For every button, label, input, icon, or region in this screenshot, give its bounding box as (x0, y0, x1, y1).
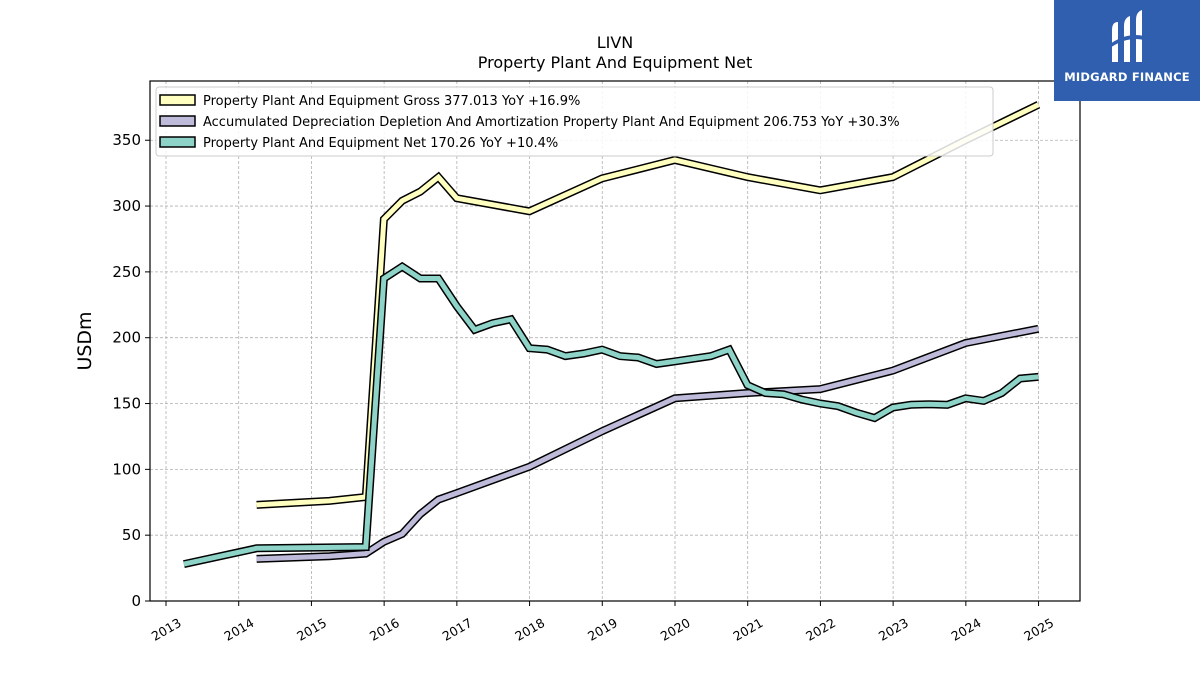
legend: Property Plant And Equipment Gross 377.0… (155, 86, 994, 157)
logo-mark-icon (1110, 10, 1144, 62)
x-tick-label: 2018 (512, 615, 547, 644)
chart-subtitle: Property Plant And Equipment Net (478, 53, 753, 72)
legend-label-1: Property Plant And Equipment Gross 377.0… (203, 94, 580, 109)
x-tick-label: 2025 (1021, 615, 1056, 644)
series-layer (183, 101, 1041, 569)
y-axis-label: USDm (74, 311, 96, 370)
legend-label-2: Accumulated Depreciation Depletion And A… (203, 115, 900, 130)
y-tick-label: 0 (131, 592, 141, 610)
x-tick-label: 2013 (149, 615, 184, 644)
x-tick-label: 2016 (367, 615, 402, 644)
x-tick-label: 2015 (294, 615, 329, 644)
series-outline-3 (183, 261, 1039, 569)
brand-logo: MIDGARD FINANCE (1054, 0, 1200, 101)
x-tick-label: 2017 (440, 615, 475, 644)
chart-title: LIVN (597, 33, 634, 52)
plot-frame (149, 80, 1081, 602)
y-tick-label: 150 (112, 395, 141, 413)
legend-swatch-1 (159, 94, 196, 106)
x-tick-label: 2023 (876, 615, 911, 644)
y-tick-label: 100 (112, 460, 141, 478)
y-tick-label: 300 (112, 197, 141, 215)
x-tick-label: 2022 (803, 615, 838, 644)
y-tick-label: 200 (112, 329, 141, 347)
x-tick-label: 2024 (949, 615, 984, 644)
x-tick-label: 2020 (658, 615, 693, 644)
y-tick-label: 250 (112, 263, 141, 281)
grid-lines (150, 81, 1080, 601)
x-tick-label: 2021 (730, 615, 765, 644)
legend-swatch-2 (159, 115, 196, 127)
y-tick-label: 350 (112, 131, 141, 149)
axis-ticks: 0 50 100 150 200 250 300 350 2013 2014 2015 2016 201… (112, 131, 1056, 644)
x-tick-label: 2014 (221, 615, 256, 644)
y-tick-label: 50 (122, 526, 141, 544)
logo-text: MIDGARD FINANCE (1064, 70, 1190, 84)
legend-swatch-3 (159, 136, 196, 148)
series-line-3 (183, 263, 1039, 567)
series-line-2 (256, 326, 1039, 562)
legend-label-3: Property Plant And Equipment Net 170.26 … (203, 136, 558, 151)
x-tick-label: 2019 (585, 615, 620, 644)
legend-box (155, 86, 994, 157)
